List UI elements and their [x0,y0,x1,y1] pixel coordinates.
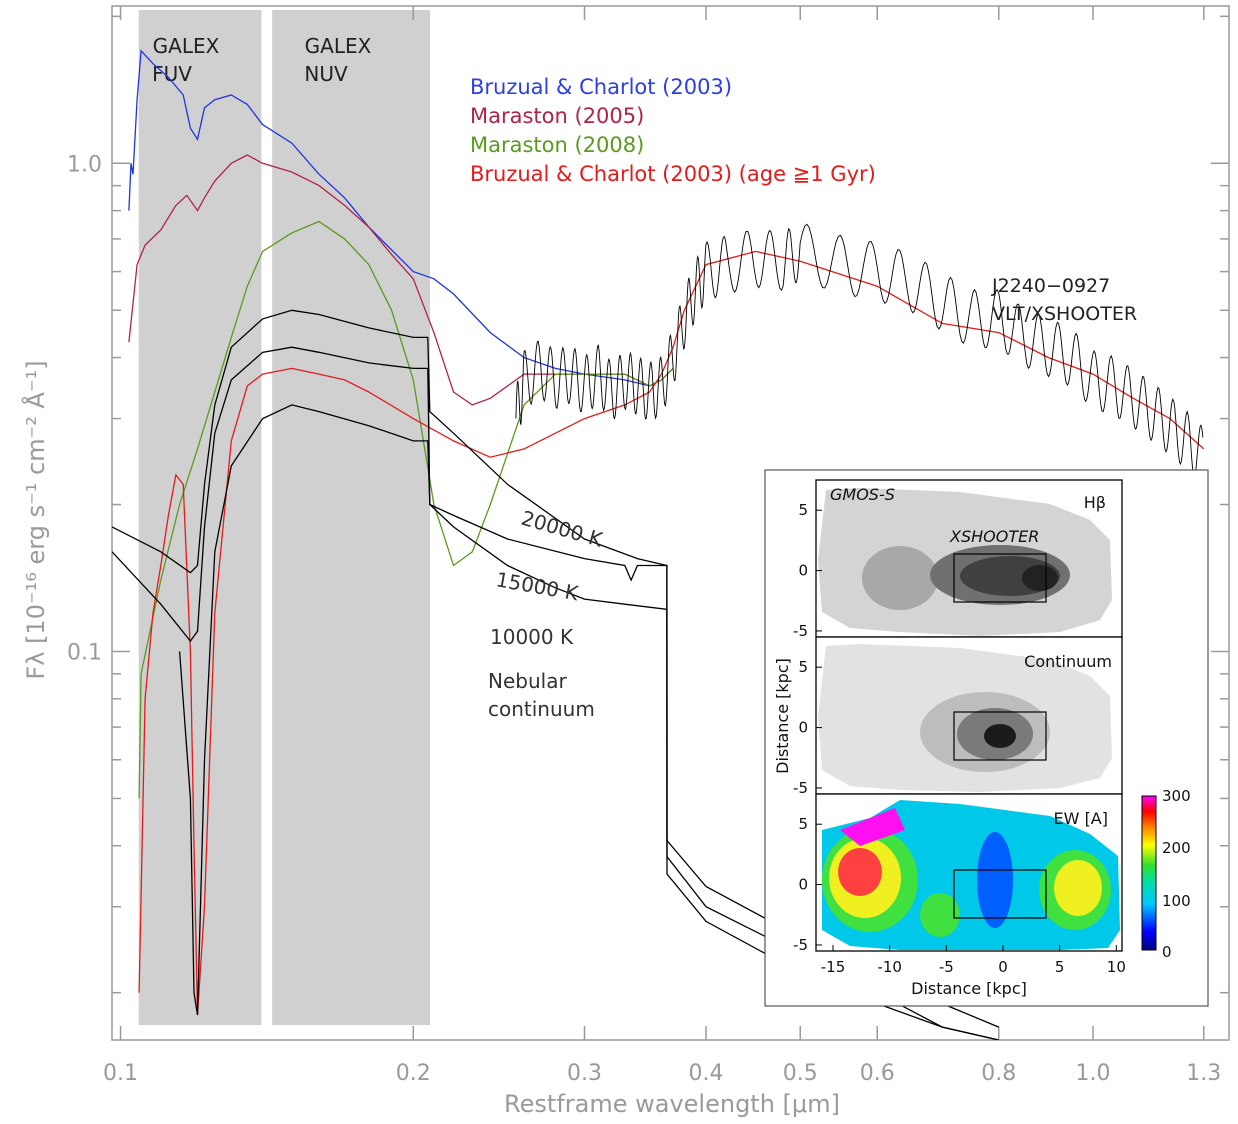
nebular-label-line1: Nebular [488,669,567,693]
inset-x-tick-label: 10 [1107,958,1126,976]
nuv-band-label-line2: NUV [304,62,348,86]
x-tick-label: 0.2 [396,1061,431,1086]
inset-y-tick-label: -5 [793,936,808,954]
inset-y-tick-label: 5 [798,658,808,676]
legend-entry-bc03-old: Bruzual & Charlot (2003) (age ≧1 Gyr) [470,162,876,186]
legend-entry-m05: Maraston (2005) [470,104,644,128]
x-tick-label: 0.5 [783,1061,818,1086]
nuv-band-label-line1: GALEX [305,34,372,58]
xshooter-label: XSHOOTER [949,527,1039,546]
ew-colorbar [1141,795,1157,951]
x-tick-label: 1.3 [1186,1061,1221,1086]
galex-fuv-band [138,10,262,1025]
hbeta-title: Hβ [1084,493,1106,512]
inset-y-tick-label: -5 [793,622,808,640]
inset-x-tick-label: -15 [821,958,846,976]
series-lines [112,49,1205,1040]
inset-axis-ticks: -15 -10 -5 0 5 10 5 0 -5 5 0 -5 5 0 -5 [793,501,1126,976]
inset-x-tick-label: 0 [998,958,1008,976]
gmos-label: GMOS-S [830,485,895,504]
inset-y-axis-title: Distance [kpc] [773,658,792,774]
colorbar-label-100: 100 [1162,892,1191,910]
galex-bands [138,10,431,1025]
galex-nuv-band [272,10,431,1025]
inset-panel-ew: EW [A] [815,793,1123,952]
y-axis-title: Fλ [10⁻¹⁶ erg s⁻¹ cm⁻² Å⁻¹] [21,360,50,679]
x-tick-label: 0.6 [860,1061,895,1086]
inset-figure: GMOS-S XSHOOTER Hβ Continuum [764,469,1209,1007]
series-line-bruzual-charlot-2003-age-1-gyr [138,250,1205,1016]
inset-x-axis-title: Distance [kpc] [911,979,1027,998]
hbeta-slit-box [953,553,1047,603]
inset-y-tick-label: 5 [798,815,808,833]
legend: Bruzual & Charlot (2003) Maraston (2005)… [470,75,876,186]
x-tick-label: 1.0 [1075,1061,1110,1086]
colorbar-label-0: 0 [1162,943,1172,961]
colorbar-label-300: 300 [1162,787,1191,805]
target-label-line2: VLT/XSHOOTER [992,303,1137,325]
inset-y-tick-label: 0 [798,719,808,737]
inset-panel-hbeta: GMOS-S XSHOOTER Hβ [815,479,1123,638]
y-tick-label: 0.1 [67,640,102,665]
inset-panel-continuum: Continuum [815,636,1123,795]
inset-x-tick-label: 5 [1055,958,1065,976]
temp-label-15000: 15000 K [494,567,581,605]
inset-x-tick-label: -5 [939,958,954,976]
temp-label-10000: 10000 K [490,625,574,649]
axis-ticks: 0.1 0.2 0.3 0.4 0.5 0.6 0.8 1.0 1.3 0.1 1.0 [67,6,1229,1086]
target-label-line1: J2240−0927 [991,275,1110,297]
series-line-maraston-2008 [138,220,674,799]
inset-y-tick-label: -5 [793,779,808,797]
x-tick-label: 0.4 [689,1061,724,1086]
series-line-20000-k [112,309,999,1040]
series-line-10000-k [178,404,999,1040]
plot-frame [111,5,1230,1041]
fuv-band-label-line1: GALEX [153,34,220,58]
x-tick-label: 0.8 [981,1061,1016,1086]
colorbar-label-200: 200 [1162,839,1191,857]
ew-title: EW [A] [1054,809,1108,828]
continuum-slit-box [953,711,1047,761]
inset-x-tick-label: -10 [877,958,902,976]
legend-entry-bc03: Bruzual & Charlot (2003) [470,75,732,99]
inset-y-tick-label: 5 [798,501,808,519]
x-axis-title: Restframe wavelength [μm] [504,1090,840,1118]
inset-y-tick-label: 0 [798,562,808,580]
series-line-j2240-0927-vlt-xshooter [515,223,1204,478]
ew-slit-box [953,869,1047,919]
legend-entry-m08: Maraston (2008) [470,133,644,157]
x-tick-label: 0.1 [103,1061,138,1086]
y-tick-label: 1.0 [67,152,102,177]
x-tick-label: 0.3 [567,1061,602,1086]
nebular-label-line2: continuum [488,697,595,721]
continuum-title: Continuum [1024,652,1112,671]
inset-y-tick-label: 0 [798,876,808,894]
